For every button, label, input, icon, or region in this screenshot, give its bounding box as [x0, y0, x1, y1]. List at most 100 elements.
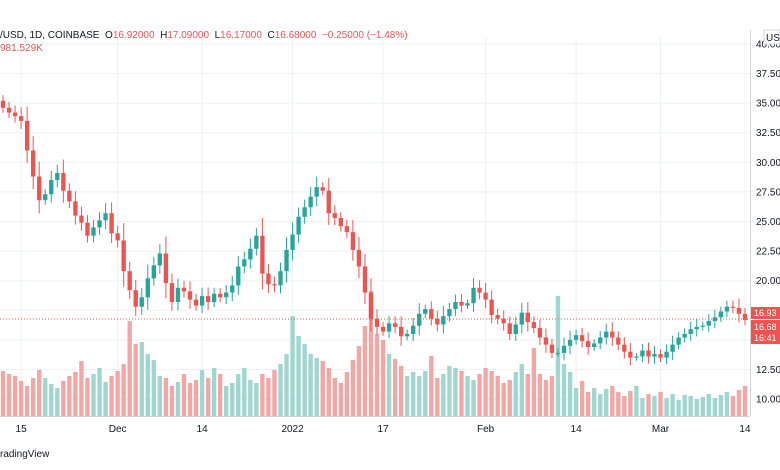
candle-body [79, 215, 84, 223]
volume-bar [392, 359, 398, 416]
candle-body [91, 227, 96, 236]
x-tick-label: Feb [477, 424, 495, 435]
volume-bar [6, 374, 12, 416]
candle-body [453, 302, 458, 310]
x-tick-label: 15 [16, 424, 28, 435]
candle-body [73, 201, 78, 216]
candle-body [109, 213, 114, 234]
candle-body [700, 325, 705, 327]
candle-body [18, 116, 24, 121]
candle-body [483, 292, 488, 300]
volume-bar [278, 364, 283, 416]
candle-body [398, 326, 404, 337]
low-prefix: L [214, 30, 221, 41]
candle-body [163, 253, 169, 284]
candle-body [290, 234, 295, 250]
candle-body [12, 112, 18, 117]
ohlc-header: /USD, 1D, COINBASE O16.92000 H17.09000 L… [0, 30, 408, 41]
y-tick-label: 37.50 [756, 69, 780, 80]
candle-body [248, 248, 253, 260]
x-tick-label: 14 [739, 424, 751, 435]
volume-bar [133, 344, 138, 416]
volume-bar [248, 380, 253, 416]
candle-body [103, 213, 108, 221]
candle-body [688, 329, 693, 334]
volume-bar [507, 380, 512, 416]
candle-body [380, 326, 386, 332]
candle-body [429, 309, 434, 319]
candle-body [278, 271, 283, 286]
candle-body [97, 220, 102, 228]
volume-bar [585, 392, 591, 416]
volume-bar [109, 376, 114, 416]
volume-bar [218, 374, 223, 416]
high-prefix: H [160, 30, 168, 41]
open-value: 16.92000 [112, 30, 155, 41]
brand-text: radingView [0, 449, 50, 460]
symbol-line: /USD, 1D, COINBASE [0, 30, 100, 41]
volume-bar [598, 394, 603, 416]
close-prefix: C [267, 30, 275, 41]
volume-bar [193, 380, 199, 416]
candle-body [0, 100, 6, 108]
volume-bar [682, 395, 687, 416]
volume-bar [121, 364, 126, 416]
volume-bar [37, 370, 42, 416]
candle-body [652, 354, 657, 357]
volume-bar [308, 354, 313, 416]
candle-body [465, 303, 470, 306]
candle-body [441, 316, 446, 325]
candle-body [181, 287, 187, 292]
volume-bar [718, 395, 724, 416]
volume-bar [465, 376, 470, 416]
volume-bar [199, 370, 205, 416]
candle-body [193, 299, 199, 306]
volume-bars [0, 291, 748, 416]
x-axis: 15 Dec 14 2022 17 Feb 14 Mar 14 [16, 424, 751, 435]
y-tick-label: 10.00 [756, 395, 780, 406]
candle-body [435, 318, 440, 325]
candle-body [254, 235, 259, 249]
volume-bar [459, 371, 464, 416]
candle-body [85, 222, 90, 236]
volume-bar [441, 374, 446, 416]
y-tick-label: 30.00 [756, 158, 780, 169]
volume-bar [712, 398, 717, 416]
volume-bar [477, 374, 482, 416]
volume-bar [411, 372, 416, 416]
open-prefix: O [105, 30, 113, 41]
candle-body [622, 344, 627, 352]
volume-bar [55, 388, 60, 416]
volume-bar [175, 382, 181, 416]
candle-body [706, 320, 711, 326]
candle-body [567, 339, 573, 346]
candle-body [67, 190, 72, 202]
candle-body [127, 271, 132, 291]
candle-body [616, 337, 621, 345]
candle-body [658, 354, 663, 358]
volume-bar [423, 371, 428, 416]
candle-body [447, 309, 452, 317]
tag-bg [751, 320, 780, 345]
volume-bar [187, 383, 193, 416]
volume-bar [676, 400, 681, 416]
volume-bar [103, 382, 108, 416]
candle-body [37, 176, 42, 201]
candle-body [326, 190, 331, 214]
candle-body [356, 249, 362, 267]
candle-body [236, 266, 241, 286]
volume-bar [230, 383, 235, 416]
volume-bar [157, 376, 163, 416]
y-tick-label: 40.00 [756, 39, 780, 50]
candle-body [640, 350, 645, 357]
volume-bar [97, 368, 102, 416]
volume-bar [628, 391, 633, 416]
candle-body [718, 311, 724, 318]
volume-bar [471, 380, 476, 416]
candle-body [555, 352, 561, 354]
candle-body [314, 187, 319, 197]
volume-bar [417, 376, 422, 416]
candle-body [284, 249, 289, 272]
